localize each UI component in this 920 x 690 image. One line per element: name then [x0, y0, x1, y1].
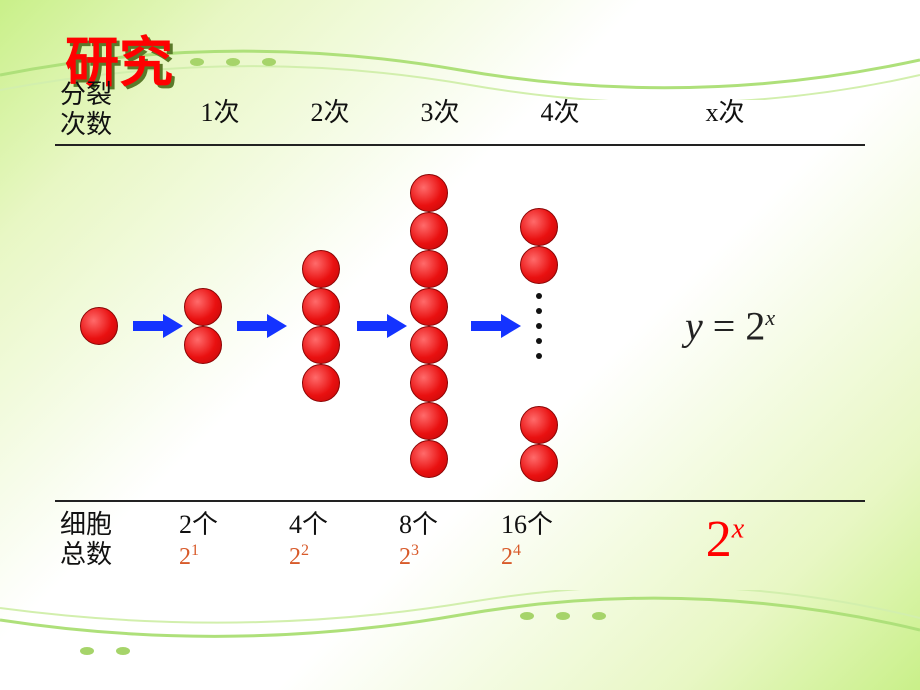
cell-dot	[302, 288, 340, 326]
cell-dot	[410, 250, 448, 288]
footer-count-1: 2个	[179, 510, 218, 540]
cell-dot	[410, 402, 448, 440]
col-header-2: 2次	[310, 98, 349, 128]
footer-power-3: 23	[399, 542, 419, 571]
cell-dot	[410, 174, 448, 212]
header-row: 分裂 次数 1次 2次 3次 4次 x次	[55, 80, 865, 140]
footer-row: 细胞 总数 2个 21 4个 22 8个 23 16个 24 2x	[55, 510, 865, 571]
decor-dots-top	[190, 58, 276, 66]
footer-power-4: 24	[501, 542, 521, 571]
cell-dot	[520, 406, 558, 444]
decor-dots-bottom-right	[520, 612, 606, 620]
cell-dot	[520, 246, 558, 284]
ellipsis-dots	[536, 293, 542, 359]
cell-dot	[302, 250, 340, 288]
cell-stack-2	[302, 250, 340, 402]
bg-bottom-curve	[0, 590, 920, 650]
cell-dot	[410, 326, 448, 364]
cell-stack-0	[80, 307, 118, 345]
cell-dot	[410, 440, 448, 478]
cell-division-diagram: y = 2x	[55, 156, 865, 496]
cell-dot	[80, 307, 118, 345]
formula-y-equals-2x: y = 2x	[685, 302, 775, 349]
cell-stack-split-top	[520, 208, 558, 284]
col-header-x: x次	[705, 98, 744, 128]
cell-dot	[520, 444, 558, 482]
formula-exp: x	[765, 305, 775, 330]
formula-base: 2	[745, 303, 765, 348]
footer-count-3: 8个	[399, 510, 438, 540]
cell-dot	[520, 208, 558, 246]
formula-eq: =	[703, 303, 746, 348]
footer-count-2: 4个	[289, 510, 328, 540]
arrow-icon	[133, 314, 183, 338]
row-label-divisions-2: 次数	[60, 110, 112, 140]
col-header-1: 1次	[200, 98, 239, 128]
cell-dot	[184, 326, 222, 364]
cell-dot	[410, 212, 448, 250]
cell-dot	[410, 364, 448, 402]
formula-y: y	[685, 303, 703, 348]
footer-power-1: 21	[179, 542, 199, 571]
bottom-rule	[55, 500, 865, 502]
footer-result-2x: 2x	[706, 510, 744, 569]
cell-dot	[302, 364, 340, 402]
footer-count-4: 16个	[501, 510, 553, 540]
col-header-3: 3次	[420, 98, 459, 128]
row-label-divisions-1: 分裂	[60, 80, 112, 110]
top-rule	[55, 144, 865, 146]
data-table: 分裂 次数 1次 2次 3次 4次 x次 y = 2x 细胞 总数 2个 21 …	[55, 80, 865, 571]
cell-dot	[410, 288, 448, 326]
footer-power-2: 22	[289, 542, 309, 571]
arrow-icon	[471, 314, 521, 338]
cell-stack-3	[410, 174, 448, 478]
col-header-4: 4次	[540, 98, 579, 128]
row-label-cells-1: 细胞	[60, 510, 112, 540]
cell-dot	[184, 288, 222, 326]
arrow-icon	[357, 314, 407, 338]
arrow-icon	[237, 314, 287, 338]
cell-dot	[302, 326, 340, 364]
row-label-cells-2: 总数	[60, 540, 112, 570]
decor-dots-bottom-left	[80, 647, 130, 655]
cell-stack-1	[184, 288, 222, 364]
cell-stack-split-bottom	[520, 406, 558, 482]
